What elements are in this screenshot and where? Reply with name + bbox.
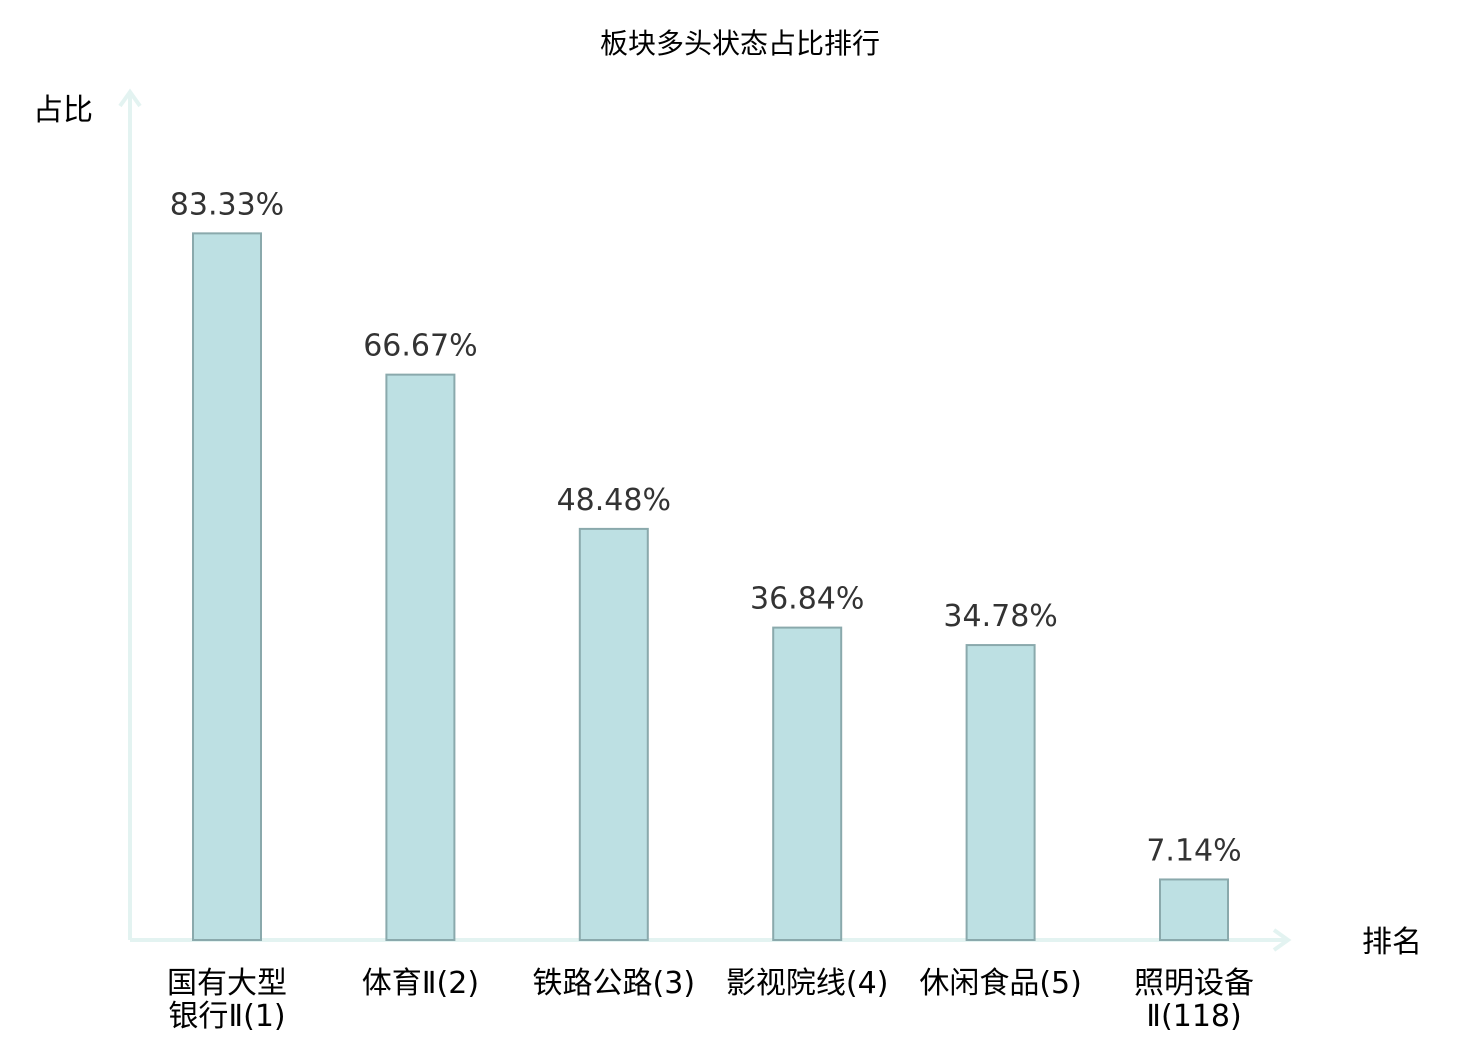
x-axis-label: 排名 xyxy=(1362,925,1422,960)
bar-6 xyxy=(1159,878,1229,942)
value-label-3: 48.48% xyxy=(557,483,671,518)
bar-3 xyxy=(578,527,649,941)
category-label-6-line-1: 照明设备 xyxy=(1134,966,1254,1001)
category-label-5-line-1: 休闲食品(5) xyxy=(919,966,1082,1001)
value-label-1: 83.33% xyxy=(170,187,284,222)
bar-1 xyxy=(192,232,262,942)
value-label-6: 7.14% xyxy=(1146,833,1241,868)
value-label-4: 36.84% xyxy=(750,582,864,617)
category-label-6-line-2: Ⅱ(118) xyxy=(1146,999,1241,1034)
bar-4 xyxy=(772,626,843,941)
value-labels: 83.33% 66.67% 48.48% 36.84% 34.78% 7.14% xyxy=(170,187,1242,868)
category-label-1-line-1: 国有大型 xyxy=(167,966,287,1001)
chart-title: 板块多头状态占比排行 xyxy=(600,27,880,60)
category-label-1-line-2: 银行Ⅱ(1) xyxy=(168,999,285,1034)
category-label-4-line-1: 影视院线(4) xyxy=(726,966,889,1001)
axes xyxy=(118,88,1292,952)
x-axis-arrow xyxy=(1272,928,1292,952)
category-label-2-line-1: 体育Ⅱ(2) xyxy=(362,966,479,1001)
bar-2 xyxy=(385,373,456,941)
value-label-5: 34.78% xyxy=(943,599,1057,634)
y-axis-label: 占比 xyxy=(33,93,93,128)
bars xyxy=(192,232,1229,942)
value-label-2: 66.67% xyxy=(363,329,477,364)
bar-5 xyxy=(965,644,1036,941)
category-label-3-line-1: 铁路公路(3) xyxy=(533,966,696,1001)
y-axis-arrow xyxy=(118,88,142,108)
